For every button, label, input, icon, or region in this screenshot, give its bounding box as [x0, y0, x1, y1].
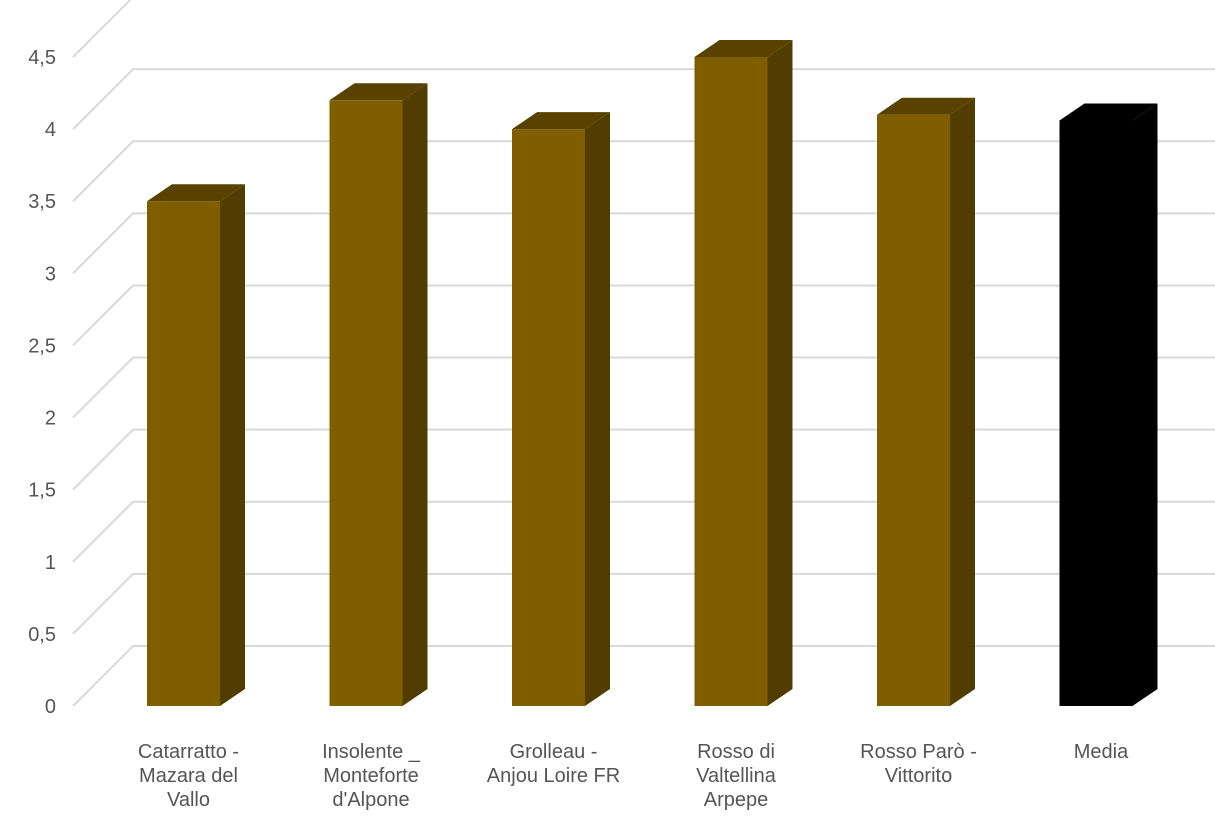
- bar: [694, 40, 793, 706]
- bar-front: [329, 100, 403, 707]
- gridline: [72, 284, 1215, 347]
- bar: [1059, 103, 1158, 707]
- x-category-label: Media: [1074, 741, 1129, 763]
- gridline: [72, 356, 1215, 419]
- x-category-label-line: Valtellina: [696, 765, 777, 787]
- bar: [147, 184, 245, 706]
- bar: [512, 112, 610, 707]
- x-category-label-line: Grolleau -: [510, 741, 598, 763]
- x-category-label-line: Media: [1074, 741, 1129, 763]
- gridline: [72, 645, 1215, 707]
- bar: [877, 97, 975, 706]
- x-category-label: Rosso di Valtellina Arpepe: [696, 741, 777, 811]
- y-tick-label: 0: [45, 696, 56, 718]
- gridlines: [72, 0, 1215, 707]
- x-category-label-line: Catarratto -: [138, 741, 239, 763]
- bar-front: [1059, 120, 1133, 707]
- y-tick-label: 3: [45, 263, 56, 285]
- bar: [329, 83, 428, 707]
- x-category-label-line: d'Alpone: [332, 789, 409, 811]
- y-tick-label: 4: [45, 119, 56, 141]
- bar-front: [694, 57, 768, 706]
- bar-top: [329, 83, 428, 101]
- y-tick-label: 4,5: [28, 47, 56, 69]
- bar-top: [1059, 103, 1158, 121]
- x-category-label: Rosso Parò -Vittorito: [860, 741, 977, 787]
- bar-front: [147, 201, 220, 706]
- y-tick-label: 3,5: [28, 191, 56, 213]
- gridline: [72, 428, 1215, 491]
- gridline: [72, 140, 1215, 202]
- bar-top: [512, 112, 610, 130]
- x-category-label-line: Anjou Loire FR: [487, 765, 620, 787]
- x-category-label-line: Mazara del: [139, 765, 238, 787]
- bar-front: [512, 129, 585, 707]
- bar-side: [585, 112, 610, 707]
- y-axis-tick-labels: 0 0,5 1 1,5 2 2,5 3 3,5 4 4,5: [28, 47, 56, 718]
- bar-side: [402, 83, 428, 707]
- x-category-label-line: Rosso Parò -: [860, 741, 977, 763]
- bar-top: [877, 97, 975, 115]
- x-category-label-line: Vallo: [167, 789, 210, 811]
- bar-side: [220, 184, 245, 706]
- y-tick-label: 2,5: [28, 335, 56, 357]
- y-tick-label: 1: [45, 552, 56, 574]
- bar-top: [694, 40, 793, 57]
- bar-side: [950, 97, 975, 706]
- x-axis-category-labels: Catarratto -Mazara del Vallo Insolente _ Mo…: [138, 741, 1129, 811]
- x-category-label-line: Insolente _: [322, 741, 421, 763]
- bar-side: [767, 40, 793, 706]
- x-category-label-line: Rosso di: [697, 741, 775, 763]
- gridline: [72, 572, 1215, 635]
- gridline: [72, 0, 132, 58]
- x-category-label-line: Vittorito: [885, 765, 952, 787]
- gridline: [72, 212, 1215, 275]
- y-tick-label: 1,5: [28, 480, 56, 502]
- gridline: [72, 68, 1215, 130]
- gridline: [72, 500, 1215, 563]
- bar-front: [877, 114, 950, 706]
- bar-side: [1132, 103, 1158, 707]
- x-category-label: Grolleau -Anjou Loire FR: [487, 741, 620, 787]
- y-tick-label: 0,5: [28, 624, 56, 646]
- y-tick-label: 2: [45, 408, 56, 430]
- x-category-label: Catarratto -Mazara del Vallo: [138, 741, 239, 811]
- x-category-label-line: Arpepe: [704, 789, 769, 811]
- bar-top: [147, 184, 245, 202]
- x-category-label-line: Monteforte: [323, 765, 419, 787]
- bars: [147, 40, 1158, 707]
- x-category-label: Insolente _ Monteforte d'Alpone: [322, 741, 421, 811]
